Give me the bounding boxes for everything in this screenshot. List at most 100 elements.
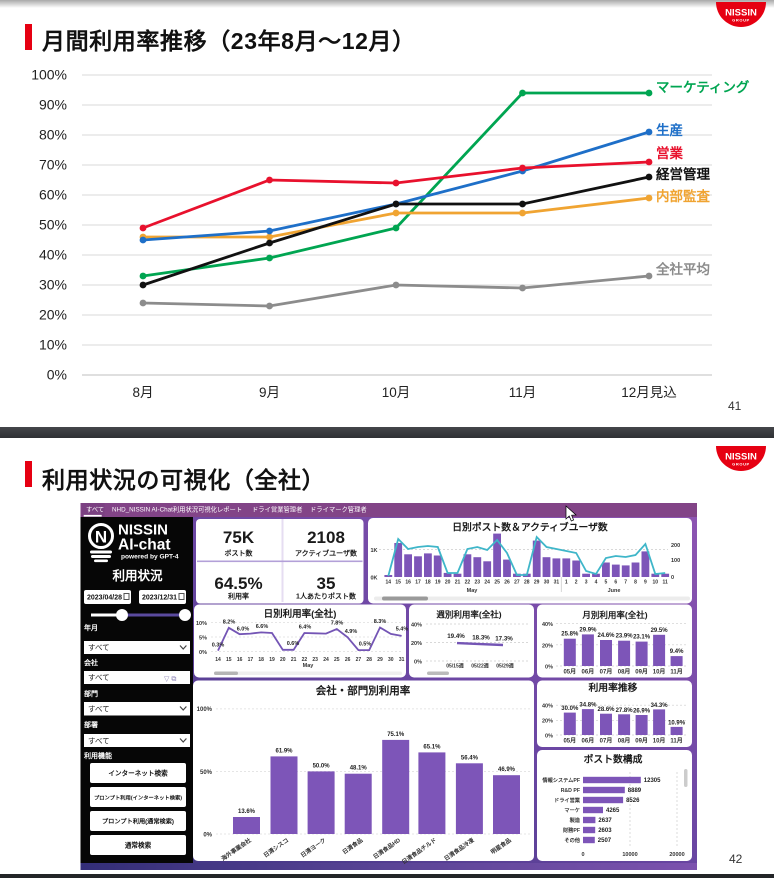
svg-text:16: 16: [237, 657, 243, 663]
svg-text:すべて: すべて: [88, 643, 110, 652]
svg-text:マーケ: マーケ: [564, 807, 580, 814]
svg-text:50.0%: 50.0%: [313, 763, 331, 769]
svg-text:10月: 10月: [653, 668, 666, 676]
svg-text:5%: 5%: [199, 636, 207, 642]
svg-text:56.4%: 56.4%: [461, 755, 479, 761]
svg-text:75.1%: 75.1%: [387, 732, 405, 738]
svg-text:19: 19: [435, 580, 441, 586]
svg-text:4: 4: [595, 580, 598, 586]
svg-text:29: 29: [377, 657, 383, 663]
svg-text:2108: 2108: [307, 528, 345, 547]
svg-text:34.3%: 34.3%: [651, 703, 669, 709]
svg-text:90%: 90%: [39, 97, 67, 113]
svg-text:08月: 08月: [618, 737, 631, 745]
svg-text:10%: 10%: [39, 337, 67, 353]
svg-text:4.9%: 4.9%: [345, 629, 358, 635]
svg-text:0: 0: [671, 575, 674, 581]
svg-text:通常検索: 通常検索: [125, 841, 152, 850]
svg-text:0.3%: 0.3%: [212, 643, 225, 649]
svg-text:20000: 20000: [669, 852, 684, 858]
svg-text:ドライマーク管理者: ドライマーク管理者: [310, 505, 367, 514]
svg-text:2023/04/28: 2023/04/28: [87, 595, 122, 602]
svg-text:8月: 8月: [132, 385, 153, 400]
svg-text:5.4%: 5.4%: [396, 627, 409, 633]
svg-text:ポスト数構成: ポスト数構成: [584, 753, 643, 766]
svg-text:利用状況: 利用状況: [112, 568, 163, 583]
svg-text:23: 23: [475, 580, 481, 586]
svg-text:ポスト数: ポスト数: [225, 549, 254, 558]
svg-text:15: 15: [226, 657, 232, 663]
svg-text:8526: 8526: [626, 798, 640, 804]
svg-text:ドライ営業管理者: ドライ営業管理者: [252, 505, 302, 514]
svg-text:09月: 09月: [635, 737, 648, 745]
svg-text:10.9%: 10.9%: [668, 720, 686, 726]
svg-text:26.9%: 26.9%: [633, 709, 651, 715]
svg-text:月別利用率(全社): 月別利用率(全社): [581, 610, 647, 620]
svg-text:26: 26: [504, 580, 510, 586]
svg-text:その他: その他: [564, 836, 580, 844]
svg-text:24: 24: [484, 580, 490, 586]
svg-text:生産: 生産: [656, 122, 683, 138]
svg-text:20: 20: [280, 657, 286, 663]
svg-text:11: 11: [663, 580, 669, 586]
svg-text:30.0%: 30.0%: [561, 706, 579, 712]
svg-text:05/15週: 05/15週: [446, 663, 464, 670]
svg-text:25: 25: [494, 580, 500, 586]
svg-text:9月: 9月: [259, 385, 280, 400]
svg-text:8: 8: [634, 580, 637, 586]
svg-text:18: 18: [258, 657, 264, 663]
svg-text:NHD_NISSIN AI-Chat利用状況可視化レポート: NHD_NISSIN AI-Chat利用状況可視化レポート: [112, 505, 242, 514]
svg-text:財務PF: 財務PF: [562, 826, 580, 834]
svg-text:25: 25: [334, 657, 340, 663]
svg-text:0%: 0%: [47, 367, 67, 383]
svg-text:June: June: [608, 588, 621, 594]
svg-text:06月: 06月: [582, 737, 595, 745]
svg-text:40%: 40%: [411, 623, 422, 629]
svg-text:週別利用率(全社): 週別利用率(全社): [436, 610, 501, 620]
svg-text:0: 0: [581, 852, 584, 858]
svg-text:200: 200: [671, 543, 680, 549]
svg-text:29.5%: 29.5%: [651, 628, 669, 634]
svg-text:9.4%: 9.4%: [670, 649, 684, 655]
svg-text:17: 17: [248, 657, 254, 663]
svg-text:10000: 10000: [622, 852, 637, 858]
svg-text:4265: 4265: [606, 808, 620, 814]
svg-text:28: 28: [524, 580, 530, 586]
svg-text:8.3%: 8.3%: [374, 619, 387, 625]
svg-text:6.4%: 6.4%: [299, 625, 312, 631]
svg-text:20%: 20%: [411, 641, 422, 647]
svg-text:0%: 0%: [199, 650, 207, 656]
svg-text:9: 9: [644, 580, 647, 586]
svg-text:70%: 70%: [39, 157, 67, 173]
svg-text:10%: 10%: [196, 621, 207, 627]
svg-text:31: 31: [399, 657, 405, 663]
svg-text:65.1%: 65.1%: [423, 744, 441, 750]
svg-text:プロンプト利用(通常検索): プロンプト利用(通常検索): [102, 818, 174, 826]
svg-text:19: 19: [269, 657, 275, 663]
svg-text:08月: 08月: [618, 668, 631, 676]
svg-text:80%: 80%: [39, 127, 67, 143]
svg-text:28: 28: [366, 657, 372, 663]
svg-text:11月: 11月: [670, 737, 682, 745]
svg-text:34.8%: 34.8%: [579, 703, 597, 709]
svg-text:8889: 8889: [628, 788, 642, 794]
svg-text:24.6%: 24.6%: [597, 633, 615, 639]
svg-text:2023/12/31: 2023/12/31: [142, 595, 177, 602]
svg-text:100%: 100%: [31, 67, 67, 83]
svg-text:19.4%: 19.4%: [447, 633, 465, 640]
svg-text:30: 30: [544, 580, 550, 586]
svg-text:50%: 50%: [200, 770, 213, 776]
svg-text:2603: 2603: [598, 828, 612, 834]
svg-text:0K: 0K: [371, 576, 378, 582]
svg-text:64.5%: 64.5%: [214, 574, 262, 593]
svg-text:プロンプト利用(インターネット検索): プロンプト利用(インターネット検索): [94, 794, 182, 802]
svg-text:20%: 20%: [542, 643, 553, 649]
svg-text:製造: 製造: [570, 816, 581, 824]
svg-text:23.1%: 23.1%: [633, 635, 651, 641]
svg-text:利用率推移: 利用率推移: [588, 681, 638, 694]
svg-text:10: 10: [653, 580, 659, 586]
svg-text:40%: 40%: [542, 704, 553, 710]
svg-text:2: 2: [575, 580, 578, 586]
svg-text:07月: 07月: [600, 668, 613, 676]
svg-text:29: 29: [534, 580, 540, 586]
